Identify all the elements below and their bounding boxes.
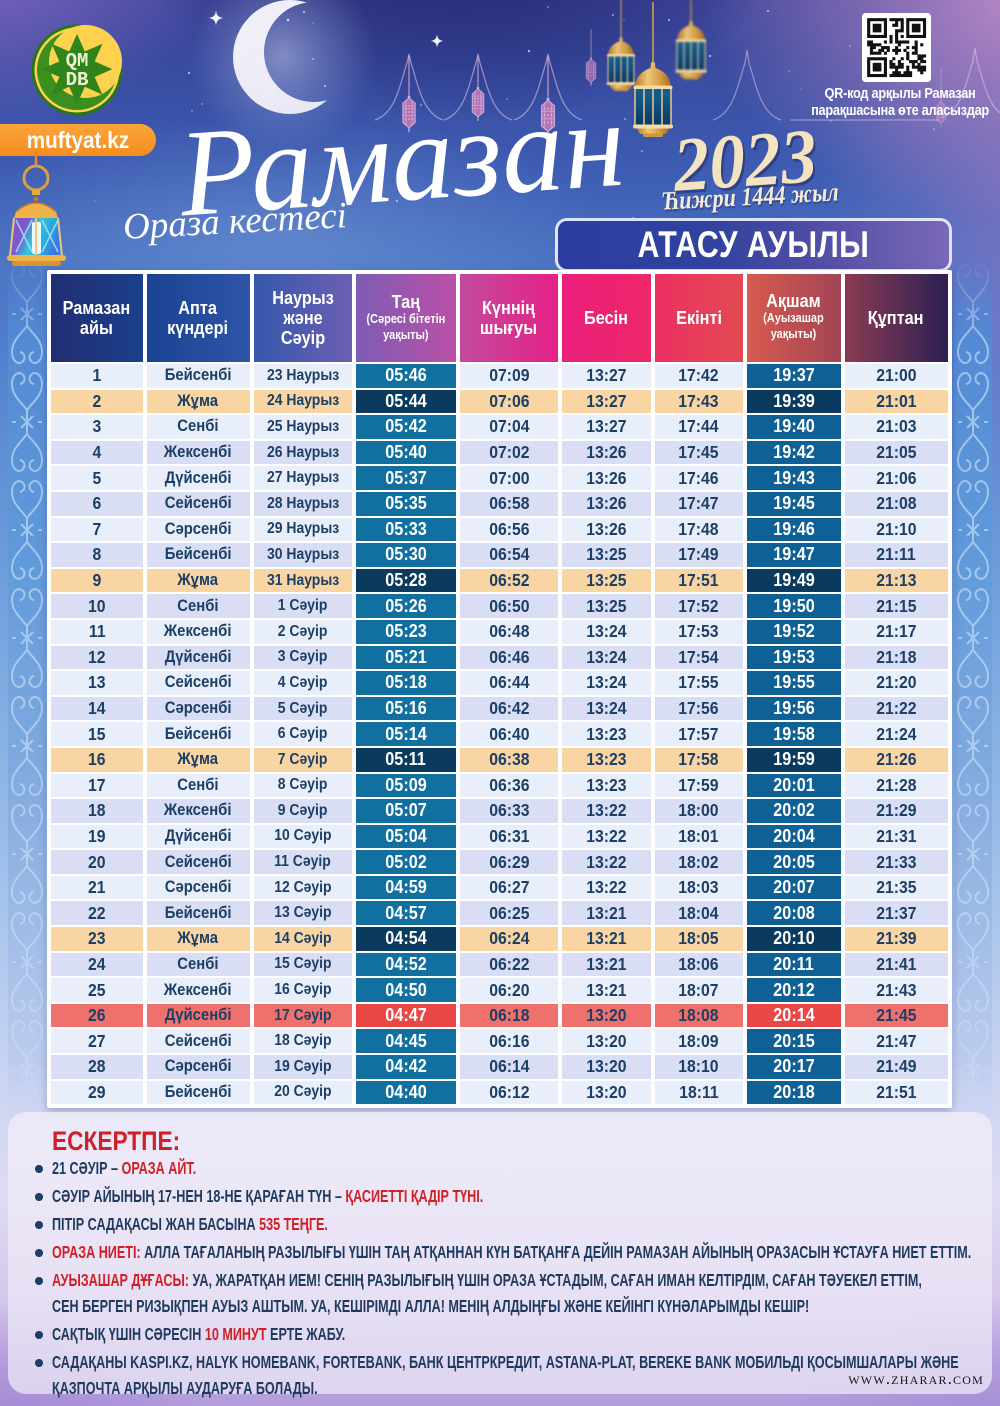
svg-text:DB: DB bbox=[66, 69, 89, 91]
svg-text:QM: QM bbox=[66, 50, 89, 72]
